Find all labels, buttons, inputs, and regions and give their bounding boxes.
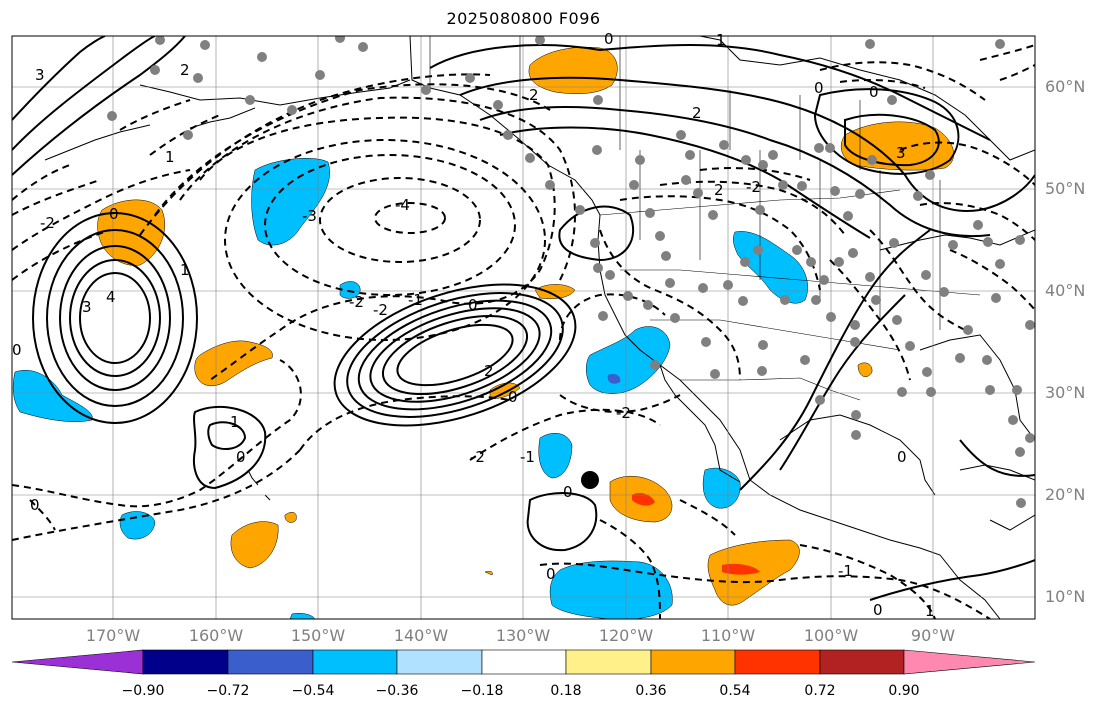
colorbar-min-extend xyxy=(11,649,144,675)
contour-label-0: 0 xyxy=(508,388,518,406)
colorbar-bin-7 xyxy=(650,649,736,675)
contour-label-1: 1 xyxy=(716,31,726,49)
contour-label-neg1: -1 xyxy=(838,562,853,580)
contour-label-neg3: -3 xyxy=(302,207,317,225)
colorbar-tick-label: −0.36 xyxy=(375,683,419,699)
colorbar-tick-label: 0.90 xyxy=(888,683,920,699)
positive-contours xyxy=(12,36,1035,601)
contour-label-0: 0 xyxy=(468,296,478,314)
contour-label-0: 0 xyxy=(563,483,573,501)
contour-labels: 0 1 2 2 0 0 3 -4 -3 -2 0 1 4 3 -2 -2 -1 … xyxy=(12,30,935,620)
contour-label-4: 4 xyxy=(106,288,116,306)
contour-label-0: 0 xyxy=(12,341,22,359)
colorbar-max-extend xyxy=(903,649,1036,675)
contour-label-0: 0 xyxy=(897,448,907,466)
lon-label-120w: 120°W xyxy=(598,626,654,645)
map-title: 2025080800 F096 xyxy=(446,9,601,28)
strong-negative-anomaly-fill xyxy=(607,373,621,384)
strong-positive-anomaly-fills xyxy=(632,492,760,575)
contour-label-neg2: -2 xyxy=(746,178,761,196)
lat-label-20n: 20°N xyxy=(1045,485,1086,504)
lon-label-150w: 150°W xyxy=(290,626,346,645)
colorbar-bin-9 xyxy=(819,649,905,675)
colorbar-bin-1 xyxy=(142,649,229,675)
lon-label-90w: 90°W xyxy=(910,626,956,645)
contour-label-neg2: -2 xyxy=(373,301,388,319)
contour-label-0: 0 xyxy=(546,565,556,583)
colorbar-bin-4 xyxy=(396,649,483,675)
lat-label-60n: 60°N xyxy=(1045,77,1086,96)
contour-label-0: 0 xyxy=(869,83,879,101)
contour-label-0: 0 xyxy=(604,30,614,48)
station-markers xyxy=(107,36,1035,508)
contour-label-3: 3 xyxy=(896,144,906,162)
colorbar xyxy=(11,649,1036,675)
contour-label-0: 0 xyxy=(873,601,883,619)
lat-label-10n: 10°N xyxy=(1045,587,1086,606)
coastlines xyxy=(44,36,1035,619)
contour-label-neg4: -4 xyxy=(395,196,410,214)
contour-label-neg2: -2 xyxy=(470,448,485,466)
contour-label-0: 0 xyxy=(814,79,824,97)
lon-label-130w: 130°W xyxy=(495,626,551,645)
colorbar-tick-label: 0.18 xyxy=(550,683,582,699)
contour-label-2: 2 xyxy=(484,362,494,380)
contour-label-neg2: -2 xyxy=(616,404,631,422)
contour-label-1: 1 xyxy=(230,413,240,431)
colorbar-tick-label: −0.54 xyxy=(291,683,335,699)
contour-label-1: 1 xyxy=(925,602,935,620)
contour-label-neg2: -2 xyxy=(40,214,55,232)
colorbar-tick-label: 0.54 xyxy=(719,683,751,699)
lat-label-30n: 30°N xyxy=(1045,383,1086,402)
contour-label-neg1: -1 xyxy=(520,448,535,466)
colorbar-tick-label: −0.90 xyxy=(121,683,165,699)
colorbar-bin-3 xyxy=(312,649,398,675)
contour-label-1: 1 xyxy=(165,148,175,166)
contour-label-0: 0 xyxy=(236,448,246,466)
contour-label-1: 1 xyxy=(180,261,190,279)
colorbar-bin-5 xyxy=(481,649,567,675)
contour-label-2: 2 xyxy=(180,61,190,79)
negative-contours xyxy=(12,44,1035,619)
lon-label-140w: 140°W xyxy=(393,626,449,645)
colorbar-bin-8 xyxy=(734,649,821,675)
storm-center-marker xyxy=(581,471,599,489)
negative-anomaly-fills xyxy=(12,158,808,619)
contour-label-3: 3 xyxy=(82,298,92,316)
colorbar-tick-label: 0.36 xyxy=(635,683,667,699)
colorbar-tick-label: −0.18 xyxy=(460,683,504,699)
colorbar-bin-2 xyxy=(227,649,314,675)
contour-label-2: 2 xyxy=(692,104,702,122)
map-frame xyxy=(11,35,1036,620)
lon-label-170w: 170°W xyxy=(85,626,141,645)
grid-lines xyxy=(12,36,1035,619)
colorbar-tick-label: −0.72 xyxy=(206,683,250,699)
colorbar-tick-label: 0.72 xyxy=(804,683,836,699)
contour-label-neg1: -1 xyxy=(408,291,423,309)
lon-label-100w: 100°W xyxy=(803,626,859,645)
lon-label-160w: 160°W xyxy=(188,626,244,645)
contour-label-0: 0 xyxy=(30,496,40,514)
colorbar-bin-6 xyxy=(565,649,652,675)
lon-label-110w: 110°W xyxy=(700,626,756,645)
contour-label-2: 2 xyxy=(529,86,539,104)
contour-label-neg2: -2 xyxy=(349,293,364,311)
contour-label-3: 3 xyxy=(35,66,45,84)
contour-label-0: 0 xyxy=(109,205,119,223)
lat-label-50n: 50°N xyxy=(1045,179,1086,198)
lat-label-40n: 40°N xyxy=(1045,281,1086,300)
contour-label-2: 2 xyxy=(714,181,724,199)
